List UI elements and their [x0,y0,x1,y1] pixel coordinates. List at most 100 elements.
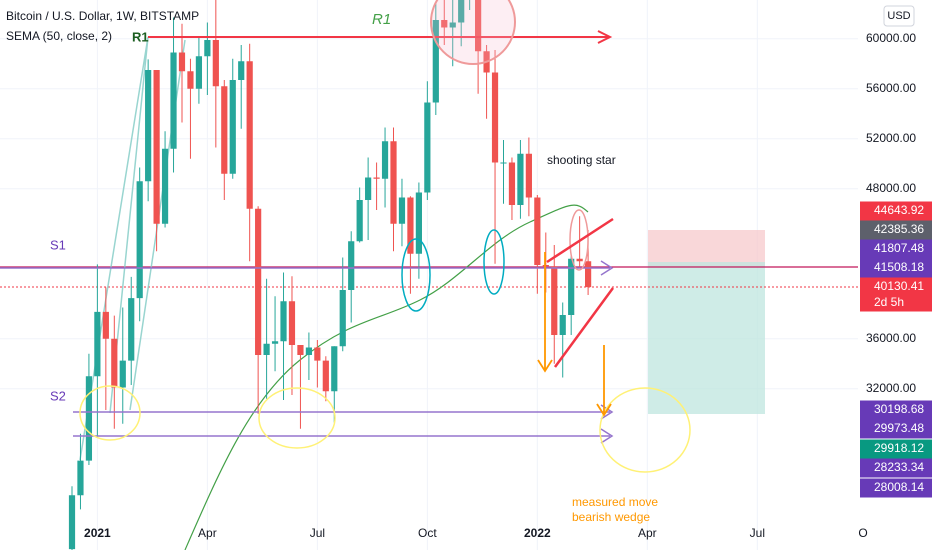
y-tick-label: 32000.00 [866,381,916,395]
body [255,208,262,355]
circle [599,387,691,473]
body [441,20,448,28]
body [271,341,279,344]
measure-arrows [537,252,612,417]
body [475,0,482,52]
body [390,141,397,224]
x-tick-label: Oct [418,526,437,540]
body [576,258,583,262]
body [77,460,84,496]
countdown: 2d 5h [874,295,904,309]
price-tag [860,258,932,278]
body [94,311,101,377]
price-tag [860,239,932,259]
body [314,347,321,361]
body [398,197,406,224]
price-tag [860,419,932,439]
x-tick-label: 2021 [84,526,111,540]
price-tag-label: 44643.92 [874,203,924,217]
body [297,345,304,355]
annotation: shooting star [547,153,616,167]
annotation: S1 [50,237,66,252]
price-tag-label: 42385.36 [874,222,924,236]
body [365,177,372,200]
y-tick-label: 56000.00 [866,81,916,95]
body [136,181,143,299]
annotation: measured move [572,495,658,509]
body [221,86,228,174]
arrow-head [597,30,613,44]
body [305,347,313,355]
body [111,338,118,388]
body [585,261,592,288]
chart-title: Bitcoin / U.S. Dollar, 1W, BITSTAMP [6,9,199,23]
price-tag-label: 29973.48 [874,421,924,435]
wedge-lines [546,217,615,368]
x-tick-label: Jul [750,526,765,540]
body [263,343,270,355]
body [458,0,465,23]
price-tag [860,458,932,478]
candles [68,0,592,550]
body [568,258,575,315]
circle [483,229,505,295]
body [551,266,558,335]
body [161,148,169,224]
annotation: bearish wedge [572,510,650,524]
drawings-over: R1 R1 S1 S2 shooting star measured move … [0,0,691,524]
circle [401,238,431,312]
body [407,197,414,254]
body [339,290,346,347]
body [288,301,296,345]
x-tick-label: Apr [198,526,217,540]
x-tick-label: O [858,526,867,540]
price-tag-label: 29918.12 [874,441,924,455]
circle [430,0,516,65]
price-tag-label: 30198.68 [874,402,924,416]
body [491,72,499,163]
price-tag [860,201,932,221]
body [559,315,566,335]
body [373,177,380,179]
price-tag-label: 28233.34 [874,460,924,474]
body [246,61,253,209]
body [348,241,355,290]
currency: USD [887,10,910,22]
body [356,200,363,242]
circle [569,209,589,271]
body [170,52,177,149]
body [534,197,541,265]
circle [258,387,336,449]
y-tick-label: 60000.00 [866,31,916,45]
body [128,298,135,361]
body [238,61,245,80]
body [449,22,456,28]
price-tag-label: 28008.14 [874,480,924,494]
body [212,40,219,87]
body [500,162,507,164]
currency-box[interactable] [883,5,915,27]
x-tick-label: Apr [638,526,657,540]
body [204,40,211,57]
y-tick-label: 48000.00 [866,181,916,195]
body [85,376,93,461]
annotation: S2 [50,388,66,403]
body [322,360,329,392]
x-tick-label: 2022 [524,526,551,540]
body [331,346,338,392]
price-tag [860,277,932,312]
annotation: R1 [372,11,391,28]
body [508,162,516,205]
indicator-label: SEMA (50, close, 2) [6,29,112,43]
axis: 32000.00 36000.00 48000.00 52000.00 56000.00… [84,31,932,540]
body [517,153,524,205]
x-tick-label: Jul [310,526,325,540]
body [178,52,186,72]
body [119,360,126,388]
body [381,141,389,179]
body [68,495,76,550]
price-tag-label: 41807.48 [874,241,924,255]
sema-curve [184,204,589,550]
body [102,311,109,339]
body [280,301,287,342]
